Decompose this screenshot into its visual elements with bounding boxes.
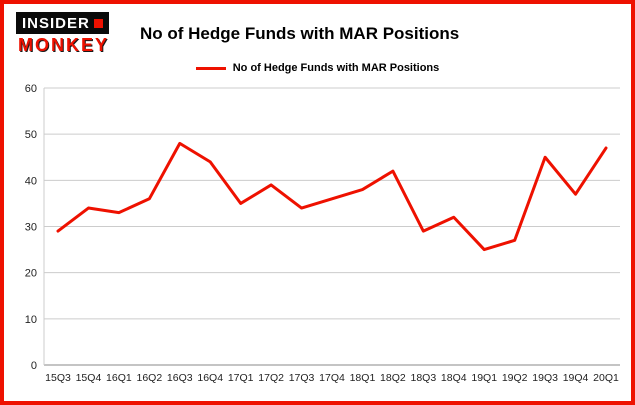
legend: No of Hedge Funds with MAR Positions <box>4 62 631 74</box>
logo-monkey-text: MONKEY <box>18 35 110 55</box>
svg-text:19Q1: 19Q1 <box>471 372 497 384</box>
logo-insider-text: INSIDER <box>22 15 90 32</box>
svg-text:18Q1: 18Q1 <box>350 372 376 384</box>
svg-text:60: 60 <box>25 83 37 95</box>
line-chart: 0 10 20 30 40 50 60 15Q3 15Q4 16Q1 16Q2 16Q3 16Q4 17Q… <box>25 83 620 384</box>
svg-text:40: 40 <box>25 175 37 187</box>
svg-text:18Q4: 18Q4 <box>441 372 467 384</box>
svg-text:16Q3: 16Q3 <box>167 372 193 384</box>
svg-text:19Q3: 19Q3 <box>532 372 558 384</box>
svg-text:18Q2: 18Q2 <box>380 372 406 384</box>
svg-text:20Q1: 20Q1 <box>593 372 619 384</box>
legend-label: No of Hedge Funds with MAR Positions <box>232 62 440 74</box>
svg-text:18Q3: 18Q3 <box>410 372 436 384</box>
svg-text:16Q2: 16Q2 <box>136 372 162 384</box>
svg-text:19Q4: 19Q4 <box>563 372 589 384</box>
svg-text:0: 0 <box>31 360 37 372</box>
svg-text:20: 20 <box>25 268 37 280</box>
logo-flag-icon <box>93 19 103 28</box>
svg-text:30: 30 <box>25 222 37 234</box>
svg-text:17Q3: 17Q3 <box>289 372 315 384</box>
svg-text:16Q4: 16Q4 <box>197 372 223 384</box>
plot-area-wrapper: 0 10 20 30 40 50 60 15Q3 15Q4 16Q1 16Q2 16Q3 16Q4 17Q… <box>4 78 631 401</box>
svg-text:50: 50 <box>25 129 37 141</box>
svg-text:16Q1: 16Q1 <box>106 372 132 384</box>
svg-text:10: 10 <box>25 314 37 326</box>
svg-text:17Q2: 17Q2 <box>258 372 284 384</box>
svg-text:15Q3: 15Q3 <box>45 372 71 384</box>
chart-title: No of Hedge Funds with MAR Positions <box>140 24 460 43</box>
legend-line-swatch <box>195 66 226 70</box>
svg-text:17Q1: 17Q1 <box>228 372 254 384</box>
logo-insider-row: INSIDER <box>16 12 109 34</box>
insider-monkey-logo: INSIDER MONKEY <box>16 12 109 56</box>
svg-text:15Q4: 15Q4 <box>76 372 102 384</box>
svg-text:17Q4: 17Q4 <box>319 372 345 384</box>
svg-text:19Q2: 19Q2 <box>502 372 528 384</box>
